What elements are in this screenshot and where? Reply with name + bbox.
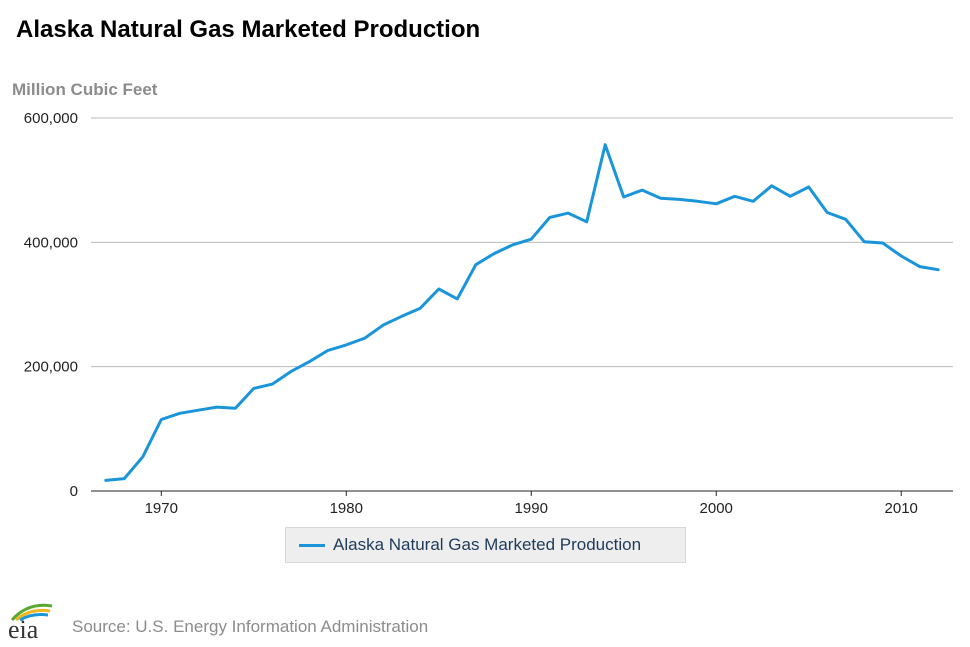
legend-series-swatch [299, 543, 325, 547]
y-tick-label: 400,000 [24, 234, 78, 251]
eia-logo: eia [8, 603, 53, 642]
y-axis-units-label: Million Cubic Feet [12, 80, 158, 99]
y-tick-label: 600,000 [24, 110, 78, 127]
x-tick-label: 1990 [515, 500, 548, 517]
x-tick-label: 2000 [700, 500, 733, 517]
chart-title: Alaska Natural Gas Marketed Production [16, 16, 481, 43]
x-tick-label: 2010 [885, 500, 918, 517]
y-tick-label: 0 [70, 483, 78, 500]
x-tick-label: 1980 [330, 500, 363, 517]
legend-series-label: Alaska Natural Gas Marketed Production [333, 535, 642, 554]
series-line-alaska-natural-gas-marketed-production [104, 143, 940, 482]
eia-logo-text: eia [8, 615, 39, 642]
chart-legend[interactable]: Alaska Natural Gas Marketed Production [285, 527, 686, 563]
x-tick-label: 1970 [145, 500, 178, 517]
y-tick-label: 200,000 [24, 359, 78, 376]
source-note: Source: U.S. Energy Information Administ… [72, 617, 429, 636]
